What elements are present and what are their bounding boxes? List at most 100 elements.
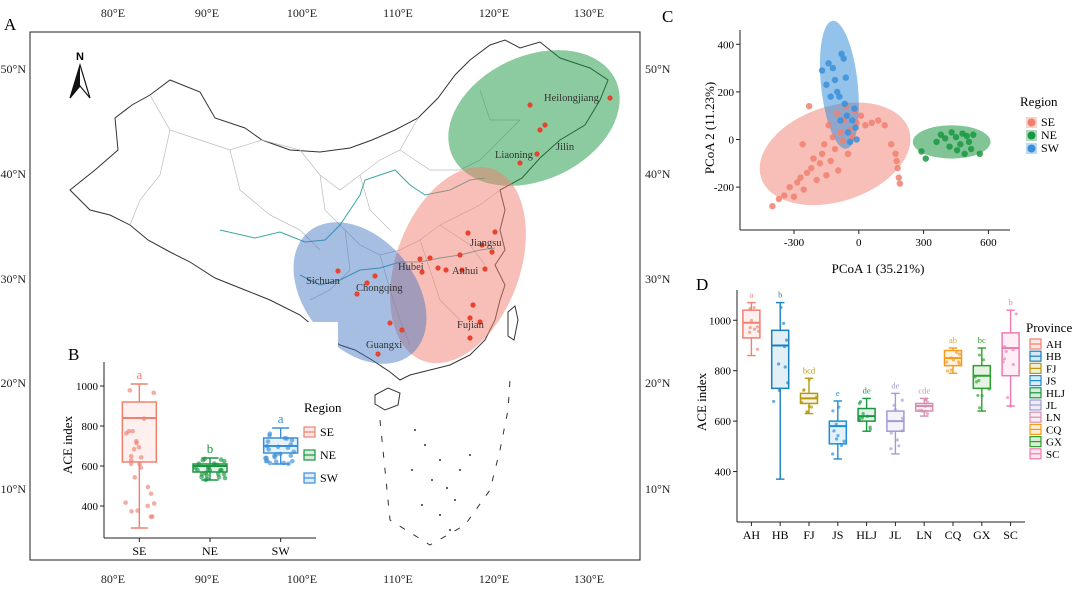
y-tick-label: 400 (82, 501, 99, 513)
x-tick-label: 0 (856, 237, 862, 249)
x-tick-label: FJ (803, 528, 815, 542)
jitter-point (834, 437, 839, 441)
lon-tick-top-100: 100°E (287, 6, 317, 20)
jitter-point (945, 360, 949, 364)
point-sw (834, 88, 841, 96)
lon-tick-top-120: 120°E (479, 6, 509, 20)
jitter-point (747, 330, 752, 334)
jitter-point (951, 358, 956, 362)
panel-d-ylabel: ACE index (694, 372, 709, 431)
point-sw (831, 76, 839, 84)
jitter-point (222, 475, 228, 481)
significance-letter: cde (918, 385, 930, 395)
point-se (894, 164, 901, 172)
jitter-point (273, 459, 279, 464)
point-sw (849, 117, 856, 124)
jitter-point (814, 395, 819, 399)
legend-label-jl: JL (1046, 400, 1057, 412)
jitter-point (130, 428, 135, 434)
legend-label-gx: GX (1046, 437, 1062, 449)
legend-key-sw (1027, 144, 1036, 153)
point-se (821, 141, 828, 148)
y-tick-label: 400 (718, 39, 735, 51)
jitter-point (800, 400, 804, 405)
jitter-point (138, 455, 144, 460)
x-tick-label: HB (772, 528, 789, 542)
point-se (857, 112, 865, 119)
legend-label-se: SE (1041, 115, 1055, 129)
jitter-point (836, 434, 840, 438)
x-tick-label: -300 (784, 237, 805, 249)
jitter-point (865, 414, 870, 418)
y-tick-label: -200 (714, 182, 735, 194)
jitter-point (278, 451, 283, 457)
jitter-point (776, 362, 781, 366)
jitter-point (265, 458, 270, 464)
jitter-point (831, 409, 835, 413)
jitter-point (134, 438, 139, 444)
jitter-point (981, 358, 986, 362)
jitter-point (895, 438, 899, 442)
point-se (818, 150, 826, 158)
panel-c-xlabel: PCoA 1 (35.21%) (832, 261, 925, 276)
jitter-point (275, 444, 281, 450)
jitter-point (839, 443, 844, 448)
jitter-point (860, 416, 864, 420)
point-sw (852, 124, 859, 131)
point-se (823, 172, 830, 179)
point-se (834, 110, 841, 117)
point-se (794, 179, 801, 186)
significance-letter: ab (949, 335, 957, 345)
lon-tick-top-80: 80°E (101, 6, 125, 20)
jitter-point (977, 353, 982, 357)
point-sw (827, 93, 834, 100)
panel-b-ylabel: ACE index (60, 415, 75, 474)
jitter-point (1011, 348, 1015, 352)
y-tick-label: 0 (729, 135, 735, 147)
jitter-point (777, 388, 781, 393)
significance-letter: bc (978, 335, 986, 345)
jitter-point (206, 464, 212, 470)
legend-label-js: JS (1046, 376, 1056, 388)
jitter-point (203, 477, 209, 483)
jitter-point (889, 447, 893, 451)
lon-tick-bottom-120: 120°E (479, 572, 509, 586)
jitter-point (752, 327, 757, 331)
point-se (896, 180, 904, 187)
lon-tick-top-110: 110°E (383, 6, 413, 20)
lon-tick-bottom-110: 110°E (383, 572, 413, 586)
jitter-point (802, 388, 806, 392)
significance-letter: b (1008, 297, 1012, 307)
lon-tick-bottom-90: 90°E (195, 572, 219, 586)
jitter-point (219, 467, 224, 473)
legend-label-sw: SW (1041, 141, 1060, 155)
jitter-point (150, 514, 155, 519)
x-tick-label: CQ (945, 528, 962, 542)
legend-key-se (1027, 118, 1036, 127)
point-sw (836, 93, 843, 100)
significance-letter: a (278, 411, 284, 426)
jitter-point (145, 484, 151, 490)
jitter-point (286, 461, 291, 466)
jitter-point (126, 428, 132, 434)
jitter-point (973, 375, 977, 379)
taiwan-island (507, 305, 519, 341)
jitter-point (196, 461, 202, 466)
jitter-point (748, 325, 752, 330)
jitter-point (748, 307, 752, 311)
jitter-point (1008, 404, 1013, 408)
jitter-point (945, 369, 950, 373)
jitter-point (955, 350, 959, 354)
point-ne (922, 155, 929, 162)
legend-label-cq: CQ (1046, 424, 1061, 436)
lat-tick-right-50: 50°N (645, 62, 671, 76)
significance-letter: e (836, 388, 840, 398)
point-ne (976, 150, 983, 158)
jitter-point (1004, 349, 1008, 354)
significance-letter: a (136, 367, 142, 382)
jitter-point (291, 449, 297, 455)
panel-b-plot: 400 600 800 1000 SE a NE b SW a (76, 362, 316, 558)
jitter-point (783, 365, 787, 369)
jitter-point (123, 500, 128, 505)
